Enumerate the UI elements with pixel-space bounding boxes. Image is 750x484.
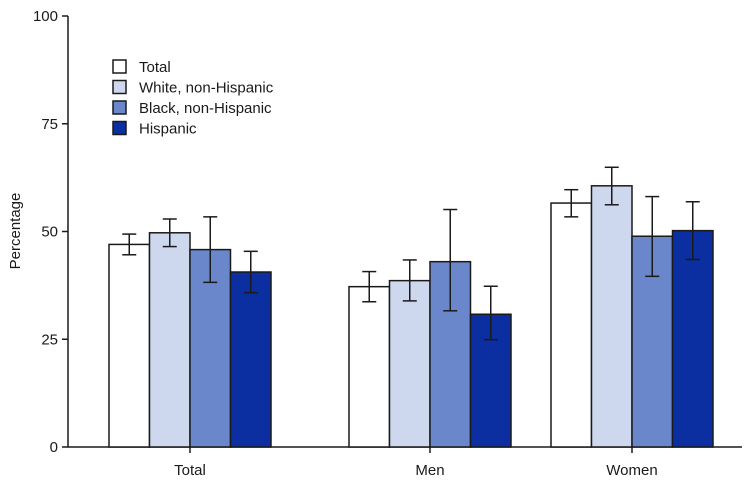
y-tick-label: 100 (33, 8, 58, 25)
bars-group (108, 166, 714, 448)
legend-label: Total (139, 59, 171, 76)
legend-swatch (112, 79, 127, 95)
bar (348, 285, 391, 448)
bar (148, 232, 191, 448)
y-axis-title: Percentage (7, 193, 24, 270)
legend-swatch (112, 59, 127, 74)
bar (550, 202, 593, 448)
bar (108, 243, 151, 448)
legend-label: Black, non-Hispanic (139, 100, 272, 117)
legend-swatch (112, 120, 127, 136)
legend-swatch (112, 100, 127, 115)
x-category-label: Total (174, 462, 206, 479)
legend: Total White, non-Hispanic Black, non-Hispa… (112, 59, 274, 138)
x-category-label: Women (606, 462, 657, 479)
y-tick-label: 50 (41, 224, 58, 241)
y-tick-label: 75 (41, 116, 58, 133)
legend-label: White, non-Hispanic (139, 80, 274, 97)
bar (590, 185, 633, 448)
y-tick-label: 25 (41, 331, 58, 348)
bar (229, 271, 272, 448)
bar (671, 229, 714, 448)
y-tick-label: 0 (50, 439, 58, 456)
bar (388, 279, 431, 448)
legend-label: Hispanic (139, 121, 197, 138)
x-category-label: Men (415, 462, 444, 479)
